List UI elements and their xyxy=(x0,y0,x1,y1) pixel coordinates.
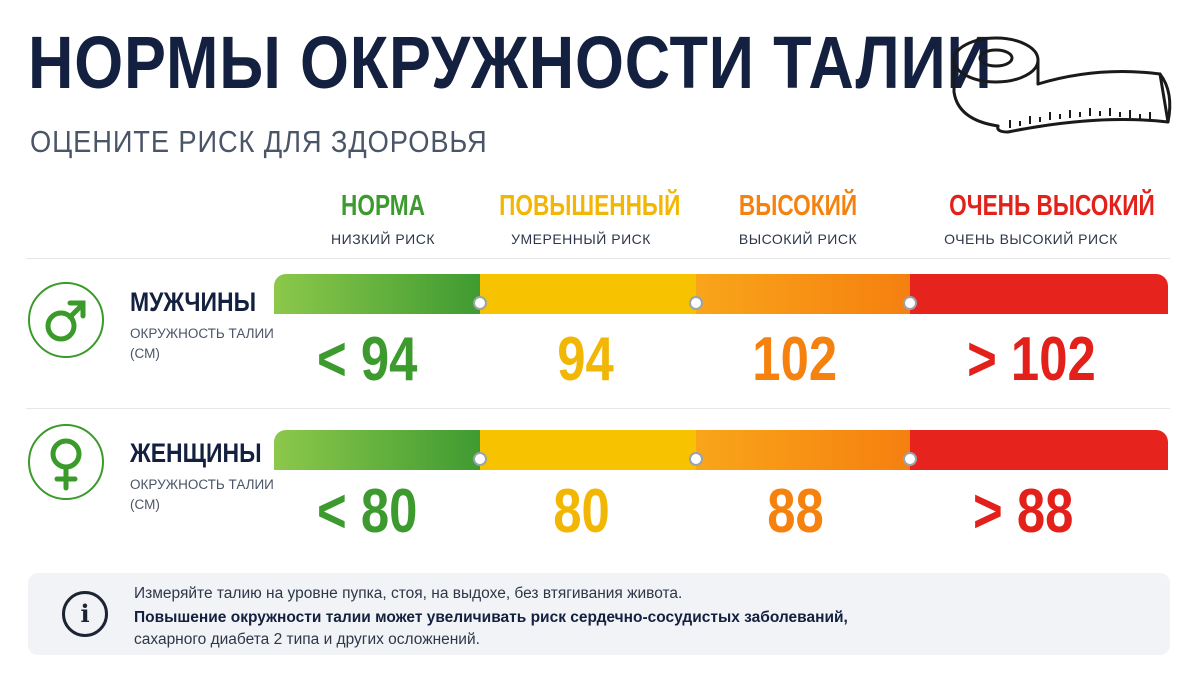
page-subtitle: ОЦЕНИТЕ РИСК ДЛЯ ЗДОРОВЬЯ xyxy=(30,124,488,159)
threshold-marker xyxy=(689,452,703,466)
women-label-block: ЖЕНЩИНЫ ОКРУЖНОСТЬ ТАЛИИ (СМ) xyxy=(130,438,285,515)
women-risk-bar xyxy=(274,430,1168,470)
bar-segment-elevated xyxy=(480,274,696,314)
category-risk: ОЧЕНЬ ВЫСОКИЙ РИСК xyxy=(944,231,1118,247)
women-value-very-high: > 88 xyxy=(972,477,1074,546)
bar-segment-very-high xyxy=(910,274,1168,314)
threshold-marker xyxy=(689,296,703,310)
category-high: ВЫСОКИЙ ВЫСОКИЙ РИСК xyxy=(693,190,903,247)
threshold-marker xyxy=(903,296,917,310)
info-icon: i xyxy=(62,591,108,637)
page-title: НОРМЫ ОКРУЖНОСТИ ТАЛИИ xyxy=(28,21,993,104)
male-symbol-icon xyxy=(28,282,104,358)
category-name: ОЧЕНЬ ВЫСОКИЙ xyxy=(949,190,1155,222)
bar-segment-high xyxy=(696,430,910,470)
men-value-normal: < 94 xyxy=(316,325,418,394)
threshold-marker xyxy=(903,452,917,466)
info-line-3: сахарного диабета 2 типа и других осложн… xyxy=(134,631,480,648)
women-unit: ОКРУЖНОСТЬ ТАЛИИ (СМ) xyxy=(130,477,274,512)
category-name: ПОВЫШЕННЫЙ xyxy=(499,190,681,222)
men-value-high: 102 xyxy=(752,325,838,394)
bar-segment-elevated xyxy=(480,430,696,470)
info-line-2: Повышение окружности талии может увеличи… xyxy=(134,609,848,626)
bar-segment-very-high xyxy=(910,430,1168,470)
men-value-very-high: > 102 xyxy=(966,325,1096,394)
category-name: ВЫСОКИЙ xyxy=(738,190,858,222)
men-risk-bar xyxy=(274,274,1168,314)
bar-segment-high xyxy=(696,274,910,314)
bar-segment-normal xyxy=(274,430,480,470)
category-risk: УМЕРЕННЫЙ РИСК xyxy=(511,231,651,247)
bar-segment-normal xyxy=(274,274,480,314)
divider xyxy=(26,408,1170,409)
men-value-elevated: 94 xyxy=(556,325,614,394)
info-line-1: Измеряйте талию на уровне пупка, стоя, н… xyxy=(134,585,683,602)
measuring-tape-icon xyxy=(952,36,1172,134)
men-label: МУЖЧИНЫ xyxy=(130,287,257,317)
category-risk: ВЫСОКИЙ РИСК xyxy=(738,231,858,247)
category-name: НОРМА xyxy=(341,190,425,222)
threshold-marker xyxy=(473,296,487,310)
women-value-normal: < 80 xyxy=(316,477,418,546)
divider xyxy=(26,258,1170,259)
category-elevated: ПОВЫШЕННЫЙ УМЕРЕННЫЙ РИСК xyxy=(476,190,686,247)
men-unit: ОКРУЖНОСТЬ ТАЛИИ (СМ) xyxy=(130,326,274,361)
category-very-high: ОЧЕНЬ ВЫСОКИЙ ОЧЕНЬ ВЫСОКИЙ РИСК xyxy=(926,190,1155,247)
category-normal: НОРМА НИЗКИЙ РИСК xyxy=(278,190,488,247)
category-risk: НИЗКИЙ РИСК xyxy=(331,231,435,247)
men-label-block: МУЖЧИНЫ ОКРУЖНОСТЬ ТАЛИИ (СМ) xyxy=(130,287,280,364)
women-label: ЖЕНЩИНЫ xyxy=(130,438,262,468)
threshold-marker xyxy=(473,452,487,466)
female-symbol-icon xyxy=(28,424,104,500)
women-value-elevated: 80 xyxy=(552,477,610,546)
info-box: i Измеряйте талию на уровне пупка, стоя,… xyxy=(28,573,1170,655)
women-value-high: 88 xyxy=(766,477,824,546)
